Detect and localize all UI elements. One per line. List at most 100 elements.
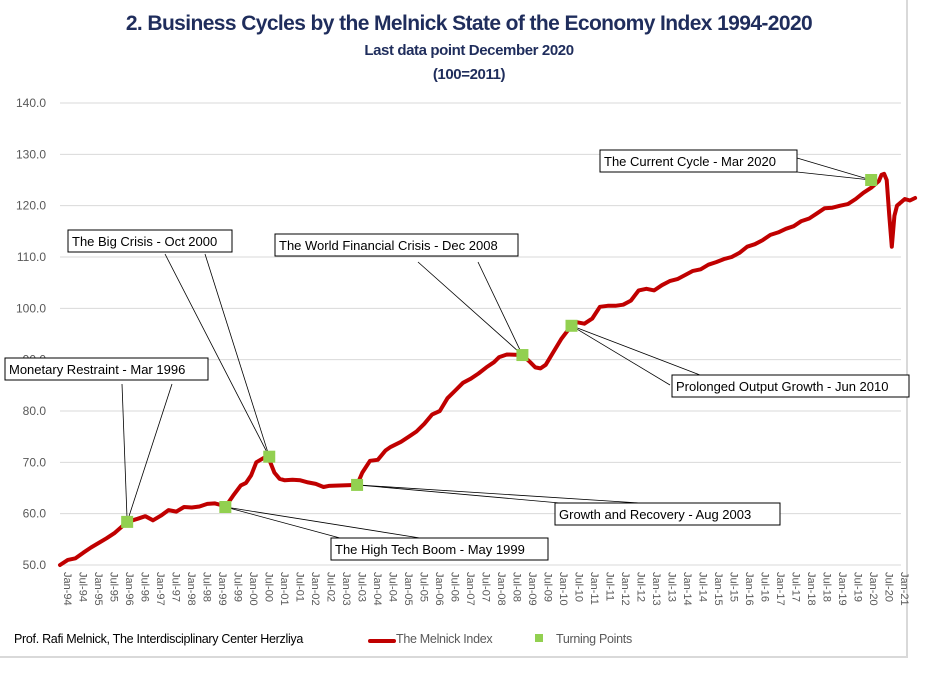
x-tick-label: Jul-96 xyxy=(139,572,151,602)
callout-leader xyxy=(417,261,523,356)
x-tick-label: Jan-10 xyxy=(557,572,569,606)
turning-point-marker xyxy=(219,500,232,513)
x-tick-label: Jul-94 xyxy=(77,572,89,602)
y-tick-label: 80.0 xyxy=(23,404,47,418)
callout-leader xyxy=(571,325,701,376)
callout-label: The Big Crisis - Oct 2000 xyxy=(72,234,217,249)
x-tick-label: Jan-15 xyxy=(712,572,724,606)
x-tick-label: Jul-07 xyxy=(480,572,492,602)
callout-leader xyxy=(357,484,641,504)
callout-leader xyxy=(796,171,872,181)
footer-credit: Prof. Rafi Melnick, The Interdisciplinar… xyxy=(14,632,304,646)
chart-title: 2. Business Cycles by the Melnick State … xyxy=(125,12,813,35)
x-tick-label: Jul-08 xyxy=(511,572,523,602)
x-tick-label: Jan-02 xyxy=(309,572,321,606)
x-tick-label: Jul-15 xyxy=(728,572,740,602)
callout-label: Monetary Restraint - Mar 1996 xyxy=(9,362,185,377)
x-tick-label: Jan-05 xyxy=(402,572,414,606)
callout-label: Growth and Recovery - Aug 2003 xyxy=(559,507,751,522)
y-tick-label: 120.0 xyxy=(16,199,46,213)
x-tick-label: Jul-99 xyxy=(232,572,244,602)
callout-box xyxy=(554,502,781,526)
callout-box xyxy=(274,233,519,257)
callout-leader xyxy=(126,383,173,523)
chart-base-note: (100=2011) xyxy=(432,66,506,83)
legend-turning-points: Turning Points xyxy=(556,632,632,646)
x-tick-label: Jul-11 xyxy=(604,572,616,601)
x-tick-label: Jan-99 xyxy=(216,572,228,606)
x-tick-label: Jan-14 xyxy=(681,572,693,606)
callout-label: The Current Cycle - Mar 2020 xyxy=(604,154,776,169)
callout-leader xyxy=(225,506,421,539)
x-tick-label: Jan-20 xyxy=(867,572,879,606)
x-tick-label: Jan-21 xyxy=(898,572,910,606)
y-tick-label: 70.0 xyxy=(23,455,47,469)
x-tick-label: Jan-18 xyxy=(805,572,817,606)
x-tick-label: Jan-04 xyxy=(371,572,383,606)
callout-box xyxy=(4,357,209,381)
callout-leader xyxy=(357,484,561,504)
y-tick-label: 140.0 xyxy=(16,96,46,110)
x-tick-label: Jul-00 xyxy=(263,572,275,602)
turning-point-marker xyxy=(121,515,134,528)
y-tick-label: 110.0 xyxy=(17,250,46,264)
y-tick-label: 100.0 xyxy=(16,301,46,315)
turning-point-marker xyxy=(565,319,578,332)
x-tick-label: Jan-03 xyxy=(340,572,352,606)
x-tick-label: Jan-94 xyxy=(61,572,73,606)
x-tick-label: Jan-96 xyxy=(123,572,135,606)
legend-square-swatch xyxy=(535,634,543,642)
callout-leader xyxy=(225,506,341,539)
y-tick-label: 130.0 xyxy=(16,147,46,161)
melnick-index-line xyxy=(58,171,918,567)
x-tick-label: Jul-04 xyxy=(387,572,399,602)
x-tick-label: Jan-16 xyxy=(743,572,755,606)
x-tick-label: Jul-18 xyxy=(821,572,833,602)
x-tick-label: Jul-12 xyxy=(635,572,647,602)
callout-leader xyxy=(164,253,270,457)
callout-leader xyxy=(796,157,872,181)
turning-point-marker xyxy=(516,349,529,362)
x-tick-label: Jan-01 xyxy=(278,572,290,606)
x-tick-label: Jan-12 xyxy=(619,572,631,606)
y-tick-label: 50.0 xyxy=(23,558,47,572)
x-tick-label: Jan-19 xyxy=(836,572,848,606)
x-tick-label: Jul-14 xyxy=(697,572,709,602)
x-tick-label: Jul-06 xyxy=(449,572,461,602)
legend-melnick-index: The Melnick Index xyxy=(396,632,493,646)
x-tick-label: Jan-95 xyxy=(92,572,104,606)
x-tick-label: Jul-13 xyxy=(666,572,678,602)
x-tick-label: Jul-97 xyxy=(170,572,182,602)
callout-label: The World Financial Crisis - Dec 2008 xyxy=(279,238,498,253)
x-tick-label: Jan-06 xyxy=(433,572,445,606)
callout-leader xyxy=(571,325,671,386)
x-tick-label: Jul-01 xyxy=(294,572,306,602)
x-tick-label: Jan-13 xyxy=(650,572,662,606)
callout-box xyxy=(599,149,798,173)
x-tick-label: Jul-10 xyxy=(573,572,585,602)
x-tick-label: Jul-98 xyxy=(201,572,213,602)
callout-box xyxy=(671,374,910,398)
x-tick-label: Jul-03 xyxy=(356,572,368,602)
x-tick-label: Jul-19 xyxy=(852,572,864,602)
x-tick-label: Jan-00 xyxy=(247,572,259,606)
x-tick-label: Jan-08 xyxy=(495,572,507,606)
x-tick-label: Jan-11 xyxy=(588,572,600,605)
chart-frame xyxy=(0,0,908,658)
chart-subtitle: Last data point December 2020 xyxy=(364,42,574,59)
x-tick-label: Jan-98 xyxy=(185,572,197,606)
x-tick-label: Jan-07 xyxy=(464,572,476,606)
x-tick-label: Jan-09 xyxy=(526,572,538,606)
callout-leader xyxy=(121,383,128,522)
x-tick-label: Jul-09 xyxy=(542,572,554,602)
x-tick-label: Jul-17 xyxy=(790,572,802,602)
x-tick-label: Jul-95 xyxy=(108,572,120,602)
callout-box xyxy=(330,537,549,561)
callout-label: The High Tech Boom - May 1999 xyxy=(335,542,525,557)
x-tick-label: Jul-02 xyxy=(325,572,337,602)
legend-line-swatch xyxy=(368,639,396,643)
y-tick-label: 60.0 xyxy=(23,507,47,521)
turning-point-marker xyxy=(263,450,276,463)
x-tick-label: Jan-97 xyxy=(154,572,166,606)
